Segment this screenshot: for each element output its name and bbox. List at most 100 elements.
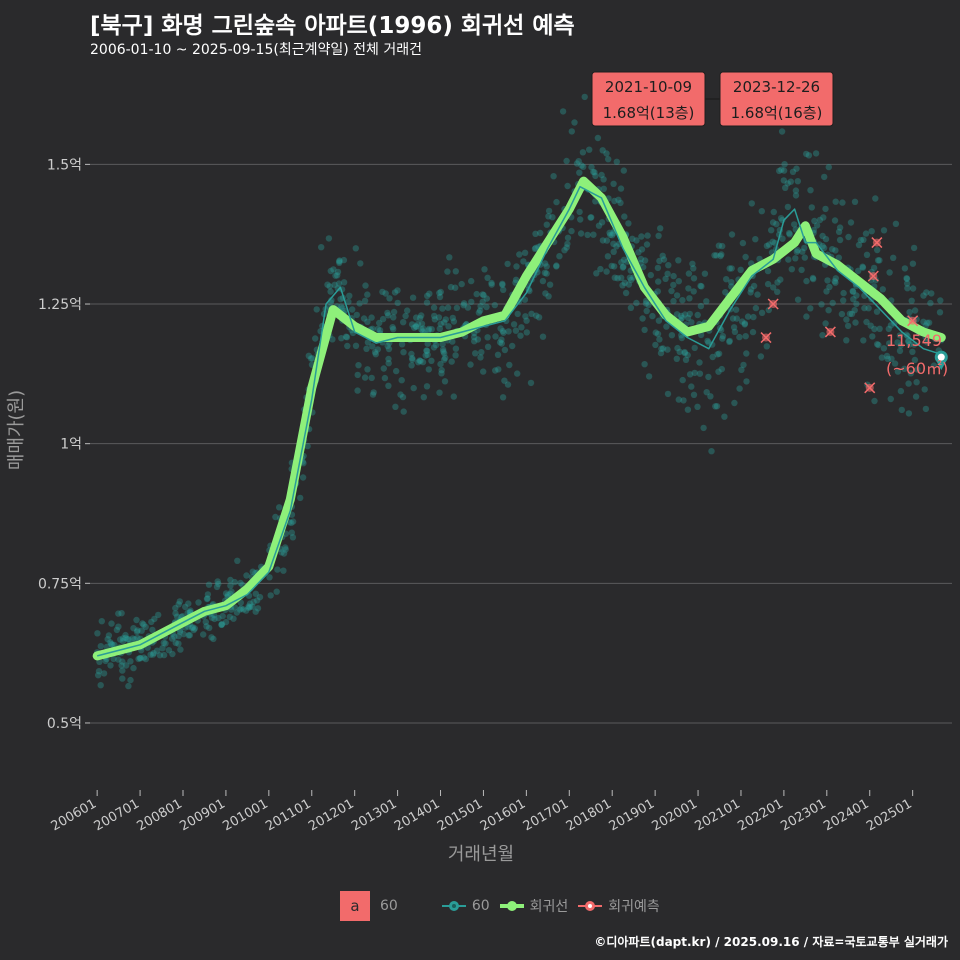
scatter-point: [136, 654, 144, 662]
scatter-point: [460, 300, 468, 307]
scatter-point: [211, 615, 218, 623]
scatter-point: [256, 593, 264, 601]
scatter-point: [266, 574, 273, 581]
scatter-point: [611, 263, 618, 270]
high-callout-2-box: [719, 71, 834, 127]
scatter-point: [880, 345, 888, 352]
scatter-point: [911, 307, 919, 314]
scatter-point: [579, 149, 587, 156]
scatter-point: [484, 274, 491, 281]
scatter-point: [708, 448, 715, 455]
x-tick-label: 201001: [220, 796, 270, 834]
scatter-point: [641, 361, 648, 368]
scatter-point: [327, 267, 334, 275]
scatter-point: [437, 288, 444, 296]
scatter-point: [779, 235, 786, 242]
scatter-point: [243, 572, 250, 579]
scatter-point: [435, 314, 443, 321]
scatter-point: [280, 550, 288, 557]
scatter-point: [803, 313, 810, 320]
legend-forecast-label: 회귀예측: [608, 899, 660, 915]
scatter-point: [364, 366, 371, 373]
scatter-point: [747, 286, 755, 293]
scatter-point: [675, 396, 682, 403]
scatter-point: [793, 248, 800, 255]
scatter-point: [737, 266, 744, 273]
scatter-point: [376, 327, 384, 334]
scatter-point: [657, 225, 664, 232]
scatter-point: [659, 345, 667, 352]
scatter-point: [226, 613, 233, 621]
scatter-point: [131, 636, 138, 643]
x-tick-label: 202301: [778, 796, 828, 834]
scatter-point: [577, 216, 584, 223]
scatter-point: [829, 299, 836, 307]
scatter-point: [231, 578, 238, 586]
scatter-point: [678, 334, 685, 342]
scatter-point: [420, 394, 427, 401]
scatter-point: [245, 604, 252, 612]
scatter-point: [584, 231, 591, 239]
scatter-point: [499, 281, 506, 288]
scatter-point: [764, 267, 772, 275]
scatter-point: [662, 275, 669, 282]
scatter-point: [280, 567, 287, 574]
scatter-point: [847, 219, 855, 226]
scatter-point: [905, 338, 912, 345]
scatter-point: [368, 374, 375, 382]
scatter-point: [254, 597, 261, 604]
scatter-point: [430, 344, 438, 351]
scatter-point: [684, 406, 692, 413]
scatter-point: [501, 346, 509, 354]
scatter-point: [709, 353, 716, 361]
scatter-point: [860, 337, 867, 344]
scatter-point: [768, 227, 775, 234]
forecast-cross: [867, 270, 879, 282]
scatter-point: [655, 278, 662, 285]
scatter-point: [688, 383, 695, 390]
scatter-point: [191, 625, 199, 632]
scatter-point: [713, 403, 721, 410]
scatter-point: [913, 379, 920, 386]
scatter-point: [231, 604, 239, 611]
scatter-point: [729, 315, 737, 322]
scatter-point: [394, 287, 401, 294]
scatter-point: [97, 682, 104, 689]
scatter-point: [752, 304, 760, 312]
scatter-point: [564, 182, 571, 190]
scatter-point: [165, 647, 173, 654]
scatter-point: [610, 230, 617, 237]
scatter-point: [219, 612, 226, 620]
scatter-point: [923, 339, 931, 346]
scatter-point: [613, 243, 620, 250]
scatter-point: [122, 634, 129, 642]
scatter-point: [905, 410, 913, 417]
scatter-point: [603, 268, 610, 275]
scatter-point: [488, 281, 495, 288]
scatter-point: [475, 309, 483, 316]
scatter-point: [417, 357, 424, 365]
scatter-point: [169, 650, 176, 658]
scatter-point: [133, 628, 141, 635]
scatter-point: [739, 239, 747, 247]
scatter-point: [732, 306, 740, 313]
scatter-point: [118, 610, 125, 617]
scatter-point: [389, 324, 396, 331]
scatter-point: [691, 369, 698, 377]
scatter-point: [307, 355, 315, 362]
scatter-point: [523, 317, 530, 324]
legend-box-label: 60: [380, 898, 398, 914]
scatter-point: [843, 337, 850, 344]
scatter-point: [809, 274, 817, 282]
scatter-point: [441, 356, 448, 363]
chart-subtitle: 2006-01-10 ~ 2025-09-15(최근계약일) 전체 거래건: [90, 42, 422, 58]
scatter-point: [649, 312, 656, 320]
scatter-point: [474, 336, 482, 343]
scatter-point: [765, 306, 772, 314]
scatter-point: [611, 197, 618, 205]
scatter-point: [885, 325, 892, 333]
scatter-point: [246, 600, 254, 607]
scatter-point: [674, 344, 681, 352]
scatter-point: [686, 371, 694, 378]
scatter-point: [819, 332, 826, 339]
